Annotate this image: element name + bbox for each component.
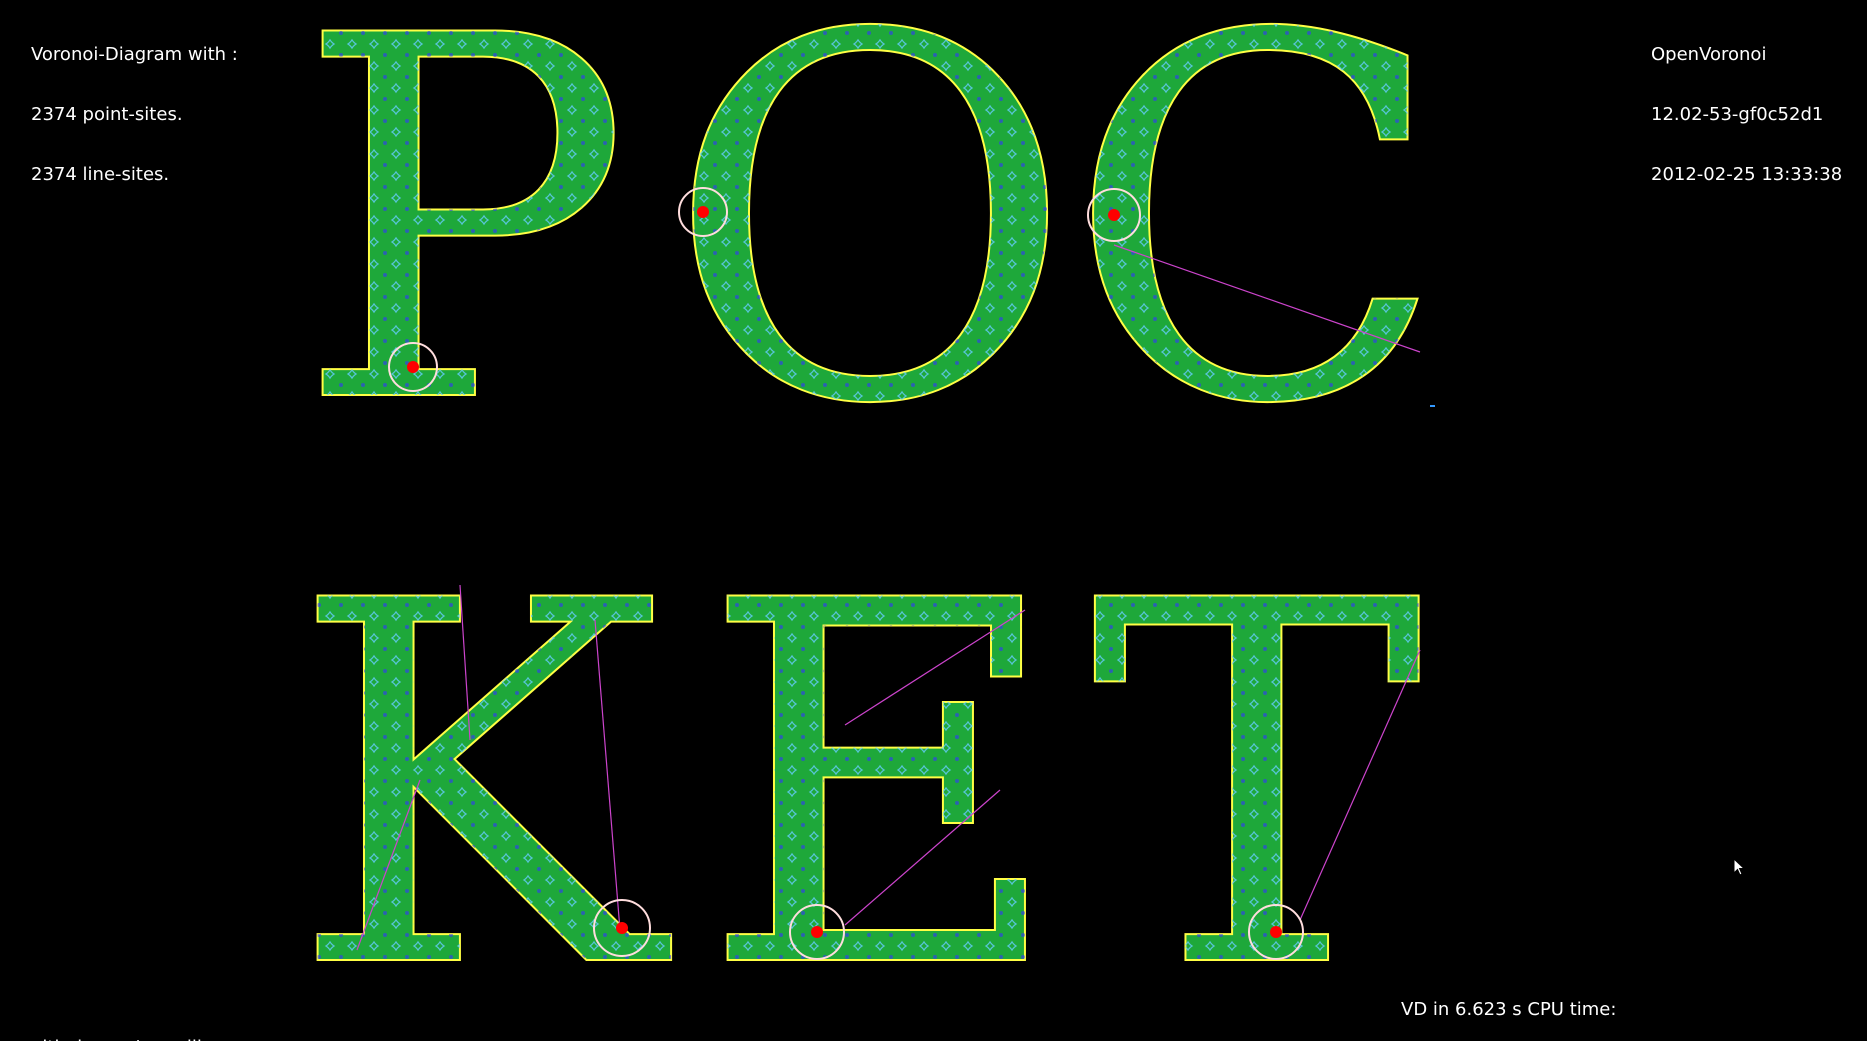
site-marker — [593, 899, 651, 957]
glyph-c: C C — [1064, 0, 1449, 514]
svg-text:T: T — [1090, 496, 1426, 1041]
svg-text:P: P — [295, 0, 631, 513]
glyph-t: T T — [1089, 495, 1427, 1041]
svg-text:P: P — [295, 0, 631, 513]
line-sites-count: 2374 line-sites. — [31, 164, 170, 185]
glyph-o: O O — [664, 0, 1076, 514]
svg-text:K: K — [290, 496, 673, 1041]
app-version: 12.02-53-gf0c52d1 — [1651, 104, 1824, 125]
site-marker — [678, 187, 728, 237]
svg-text:T: T — [1090, 496, 1426, 1041]
point-sites-count: 2374 point-sites. — [31, 104, 183, 125]
footer-link: github.com/aewallin — [31, 998, 213, 1041]
svg-text:C: C — [1065, 0, 1448, 513]
site-marker — [789, 904, 845, 960]
svg-text:E: E — [700, 496, 1065, 1041]
site-marker — [1087, 188, 1141, 242]
site-marker — [388, 342, 438, 392]
site-marker — [1248, 904, 1304, 960]
app-info: OpenVoronoi 12.02-53-gf0c52d1 2012-02-25… — [1651, 5, 1842, 225]
github-link: github.com/aewallin — [31, 1038, 213, 1041]
site-markers — [388, 187, 1304, 960]
timing-info: VD in 6.623 s CPU time: N=2374 point-sit… — [1401, 960, 1867, 1041]
svg-text:O: O — [665, 0, 1075, 513]
timestamp: 2012-02-25 13:33:38 — [1651, 164, 1843, 185]
glyph-k: K K — [289, 495, 674, 1041]
svg-text:O: O — [665, 0, 1075, 513]
svg-text:K: K — [290, 496, 673, 1041]
svg-text:C: C — [1065, 0, 1448, 513]
seam-lines — [356, 244, 1421, 951]
cpu-time: VD in 6.623 s CPU time: — [1401, 999, 1617, 1020]
svg-text:E: E — [700, 496, 1065, 1041]
glyph-p: P P — [294, 0, 632, 514]
app-name: OpenVoronoi — [1651, 44, 1767, 65]
stats-title: Voronoi-Diagram with : — [31, 44, 238, 65]
diagram-stats: Voronoi-Diagram with : 2374 point-sites.… — [31, 5, 238, 225]
mouse-pointer-icon — [1733, 858, 1746, 876]
glyph-e: E E — [699, 495, 1066, 1041]
